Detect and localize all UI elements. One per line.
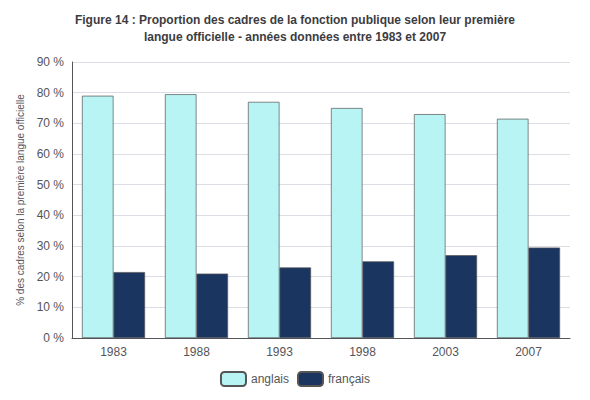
- svg-text:80 %: 80 %: [37, 86, 65, 100]
- svg-text:langue officielle - années don: langue officielle - années données entre…: [144, 30, 446, 44]
- svg-text:français: français: [328, 372, 370, 386]
- svg-text:1988: 1988: [183, 345, 210, 359]
- svg-text:% des cadres selon la première: % des cadres selon la première langue of…: [15, 94, 26, 306]
- svg-text:Figure 14 : Proportion des cad: Figure 14 : Proportion des cadres de la …: [75, 13, 515, 27]
- svg-text:1998: 1998: [349, 345, 376, 359]
- svg-text:70 %: 70 %: [37, 116, 65, 130]
- svg-text:50 %: 50 %: [37, 178, 65, 192]
- svg-text:40 %: 40 %: [37, 208, 65, 222]
- svg-text:90 %: 90 %: [37, 55, 65, 69]
- svg-text:2007: 2007: [515, 345, 542, 359]
- svg-text:30 %: 30 %: [37, 239, 65, 253]
- svg-text:1993: 1993: [266, 345, 293, 359]
- svg-text:anglais: anglais: [251, 372, 289, 386]
- svg-text:2003: 2003: [432, 345, 459, 359]
- svg-text:60 %: 60 %: [37, 147, 65, 161]
- svg-text:20 %: 20 %: [37, 270, 65, 284]
- svg-text:0 %: 0 %: [43, 331, 64, 345]
- svg-text:10 %: 10 %: [37, 300, 65, 314]
- svg-text:1983: 1983: [100, 345, 127, 359]
